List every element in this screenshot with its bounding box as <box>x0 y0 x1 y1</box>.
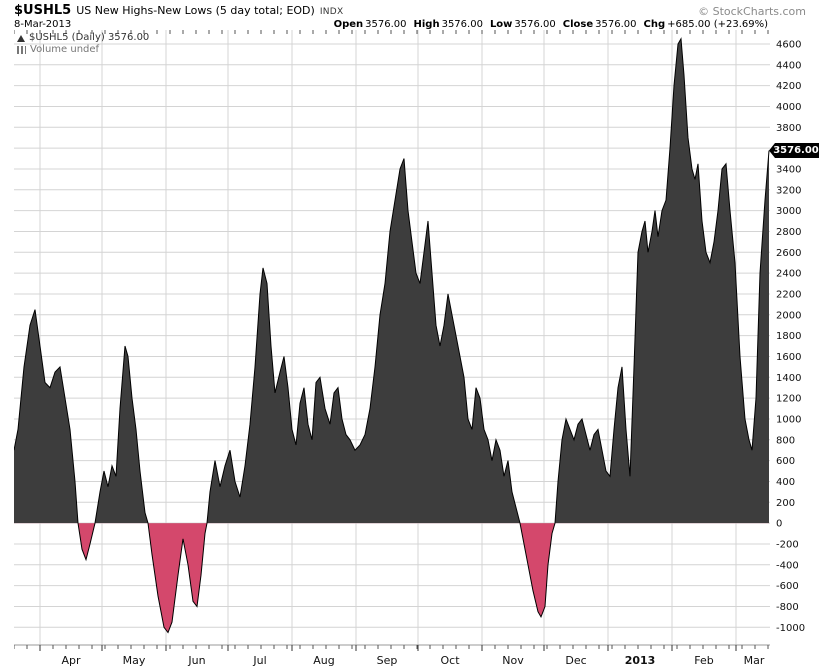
quote-low: Low 3576.00 <box>490 19 556 30</box>
svg-text:1400: 1400 <box>776 373 801 384</box>
svg-text:4200: 4200 <box>776 81 801 92</box>
svg-text:1800: 1800 <box>776 331 801 342</box>
svg-text:0: 0 <box>776 519 782 530</box>
area-chart-svg: Apr May Jun Jul Aug Sep Oct Nov Dec 2013 Feb Mar 460… <box>13 30 805 667</box>
chart-header: $USHL5 US New Highs-New Lows (5 day tota… <box>14 3 344 18</box>
svg-text:-600: -600 <box>776 581 799 592</box>
quote-chg: Chg +685.00 (+23.69%) <box>644 19 768 30</box>
svg-text:-800: -800 <box>776 602 799 613</box>
area-series-icon <box>17 34 25 42</box>
legend-series-label: $USHL5 (Daily) 3576.00 <box>29 32 150 43</box>
svg-text:2200: 2200 <box>776 290 801 301</box>
quote-low-value: 3576.00 <box>514 19 556 30</box>
svg-text:Aug: Aug <box>313 654 334 667</box>
quote-open-value: 3576.00 <box>365 19 407 30</box>
svg-text:May: May <box>123 654 146 667</box>
svg-text:2800: 2800 <box>776 227 801 238</box>
quote-close: Close 3576.00 <box>563 19 637 30</box>
svg-text:4400: 4400 <box>776 60 801 71</box>
svg-text:1600: 1600 <box>776 352 801 363</box>
svg-text:800: 800 <box>776 435 795 446</box>
copyright: © StockCharts.com <box>698 5 806 18</box>
quote-chg-value: +685.00 (+23.69%) <box>667 19 768 30</box>
svg-text:Oct: Oct <box>440 654 460 667</box>
chart-title: US New Highs-New Lows (5 day total; EOD) <box>76 4 315 17</box>
quote-high: High 3576.00 <box>414 19 483 30</box>
svg-text:1200: 1200 <box>776 394 801 405</box>
svg-text:3800: 3800 <box>776 123 801 134</box>
svg-text:2000: 2000 <box>776 310 801 321</box>
svg-text:4000: 4000 <box>776 102 801 113</box>
legend-series-row: $USHL5 (Daily) 3576.00 <box>17 32 149 44</box>
volume-bars-icon <box>17 46 26 54</box>
exchange-label: INDX <box>319 7 344 17</box>
svg-text:1000: 1000 <box>776 415 801 426</box>
ohlc-quote: Open 3576.00 High 3576.00 Low 3576.00 Close… <box>334 19 768 30</box>
svg-text:Jul: Jul <box>252 654 266 667</box>
quote-high-value: 3576.00 <box>441 19 483 30</box>
quote-open: Open 3576.00 <box>334 19 407 30</box>
last-price-tag: 3576.00 <box>769 143 819 158</box>
chart-legend: $USHL5 (Daily) 3576.00 Volume undef <box>17 32 149 56</box>
chart-date: 8-Mar-2013 <box>14 19 72 30</box>
price-chart-plot: Apr May Jun Jul Aug Sep Oct Nov Dec 2013 Feb Mar 460… <box>13 30 820 668</box>
svg-text:3400: 3400 <box>776 165 801 176</box>
svg-text:2600: 2600 <box>776 248 801 259</box>
legend-volume-label: Volume undef <box>30 44 100 55</box>
svg-text:-1000: -1000 <box>776 623 805 634</box>
svg-text:Sep: Sep <box>377 654 398 667</box>
svg-text:-400: -400 <box>776 560 799 571</box>
quote-close-label: Close <box>562 19 594 30</box>
svg-text:-200: -200 <box>776 540 799 551</box>
svg-text:3200: 3200 <box>776 185 801 196</box>
svg-text:3000: 3000 <box>776 206 801 217</box>
svg-text:2400: 2400 <box>776 269 801 280</box>
quote-open-label: Open <box>333 19 364 30</box>
svg-text:Mar: Mar <box>744 654 765 667</box>
svg-text:200: 200 <box>776 498 795 509</box>
symbol: $USHL5 <box>14 3 72 18</box>
svg-text:600: 600 <box>776 456 795 467</box>
svg-text:Dec: Dec <box>565 654 586 667</box>
quote-low-label: Low <box>489 19 513 30</box>
svg-text:Jun: Jun <box>187 654 205 667</box>
svg-text:Nov: Nov <box>502 654 524 667</box>
svg-text:4600: 4600 <box>776 40 801 51</box>
svg-text:Feb: Feb <box>694 654 713 667</box>
svg-text:2013: 2013 <box>625 654 656 667</box>
quote-high-label: High <box>413 19 440 30</box>
quote-chg-label: Chg <box>643 19 666 30</box>
svg-text:Apr: Apr <box>61 654 81 667</box>
svg-text:400: 400 <box>776 477 795 488</box>
legend-volume-row: Volume undef <box>17 44 149 56</box>
quote-close-value: 3576.00 <box>595 19 637 30</box>
